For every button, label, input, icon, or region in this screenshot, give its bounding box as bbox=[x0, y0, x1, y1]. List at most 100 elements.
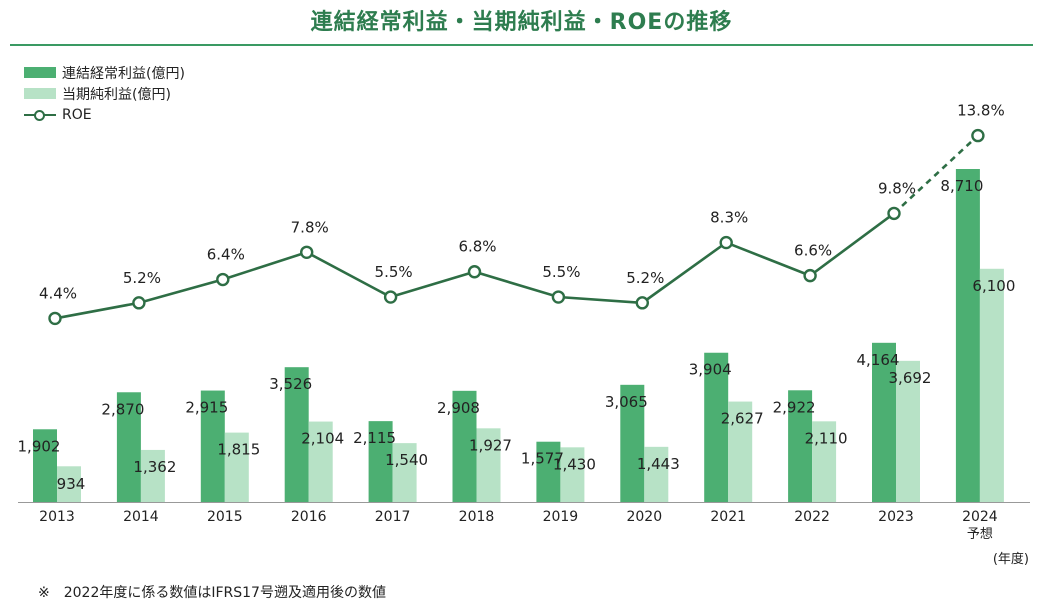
bar-net-2022 bbox=[812, 421, 837, 502]
roe-point-2016 bbox=[300, 245, 314, 259]
legend-label-roe: ROE bbox=[62, 106, 92, 123]
tick-label-2017: 2017 bbox=[375, 509, 411, 525]
bar-ordinary-2014 bbox=[116, 392, 141, 502]
bar-ordinary-2017 bbox=[368, 421, 393, 502]
data-label-net-2013: 934 bbox=[57, 475, 86, 493]
roe-point-2020 bbox=[635, 296, 649, 310]
roe-label-2018: 6.8% bbox=[458, 238, 496, 256]
data-label-ordinary-2014: 2,870 bbox=[101, 400, 144, 418]
data-label-net-2015: 1,815 bbox=[217, 441, 260, 459]
legend-item-ordinary: 連結経常利益(億円) bbox=[24, 62, 185, 83]
footnote: ※ 2022年度に係る数値はIFRS17号遡及適用後の数値 bbox=[38, 585, 386, 601]
tick-label-2024: 2024 bbox=[962, 509, 998, 525]
bar-net-2023 bbox=[896, 360, 920, 502]
data-label-ordinary-2024: 8,710 bbox=[940, 177, 983, 195]
tick-label-2022: 2022 bbox=[794, 509, 830, 525]
legend: 連結経常利益(億円) 当期純利益(億円) ROE bbox=[24, 62, 185, 125]
title-underline bbox=[10, 44, 1033, 46]
data-label-ordinary-2022: 2,922 bbox=[773, 398, 816, 416]
data-label-ordinary-2015: 2,915 bbox=[185, 399, 228, 417]
bar-net-2020 bbox=[644, 446, 669, 502]
roe-label-2016: 7.8% bbox=[291, 218, 329, 236]
data-label-net-2021: 2,627 bbox=[721, 410, 764, 428]
tick-label-2014: 2014 bbox=[123, 509, 159, 525]
bar-ordinary-2018 bbox=[452, 390, 477, 502]
roe-point-2019 bbox=[551, 290, 566, 304]
legend-item-roe: ROE bbox=[24, 104, 185, 125]
tick-sublabel-2024: 予想 bbox=[967, 526, 993, 542]
data-label-net-2019: 1,430 bbox=[553, 455, 596, 473]
tick-label-2019: 2019 bbox=[543, 509, 579, 525]
data-label-ordinary-2020: 3,065 bbox=[605, 393, 648, 411]
roe-point-2024 bbox=[971, 128, 985, 143]
legend-label-ordinary: 連結経常利益(億円) bbox=[62, 65, 185, 82]
tick-label-2016: 2016 bbox=[291, 509, 327, 525]
roe-point-2018 bbox=[467, 265, 482, 279]
tick-label-2021: 2021 bbox=[710, 509, 746, 525]
legend-item-net: 当期純利益(億円) bbox=[24, 83, 185, 104]
legend-swatch-ordinary bbox=[24, 67, 56, 78]
bar-ordinary-2022 bbox=[788, 390, 813, 502]
roe-point-2021 bbox=[719, 235, 733, 250]
roe-label-2013: 4.4% bbox=[39, 284, 77, 302]
roe-point-2014 bbox=[132, 296, 146, 310]
roe-line-forecast bbox=[893, 134, 979, 215]
bar-ordinary-2013 bbox=[33, 429, 57, 502]
bar-ordinary-2015 bbox=[200, 390, 225, 502]
data-label-net-2023: 3,692 bbox=[889, 369, 932, 387]
bar-ordinary-2016 bbox=[284, 367, 309, 502]
bar-net-2024 bbox=[979, 268, 1004, 502]
roe-label-2019: 5.5% bbox=[542, 263, 580, 281]
bar-net-2019 bbox=[560, 447, 585, 502]
roe-label-2014: 5.2% bbox=[123, 269, 161, 287]
bar-net-2021 bbox=[728, 401, 753, 502]
tick-label-2013: 2013 bbox=[39, 509, 75, 525]
data-label-net-2020: 1,443 bbox=[637, 455, 680, 473]
data-label-net-2017: 1,540 bbox=[385, 451, 428, 469]
data-label-net-2014: 1,362 bbox=[133, 458, 176, 476]
legend-line-roe bbox=[24, 108, 56, 122]
data-label-net-2022: 2,110 bbox=[805, 429, 848, 447]
bar-ordinary-2023 bbox=[872, 342, 896, 502]
chart-title: 連結経常利益・当期純利益・ROEの推移 bbox=[310, 10, 733, 35]
x-axis-unit-label: (年度) bbox=[992, 552, 1029, 567]
data-label-ordinary-2019: 1,577 bbox=[521, 450, 564, 468]
bar-net-2014 bbox=[140, 449, 165, 502]
roe-label-2021: 8.3% bbox=[710, 209, 748, 227]
data-label-net-2024: 6,100 bbox=[972, 277, 1015, 295]
roe-label-2020: 5.2% bbox=[626, 269, 664, 287]
bar-ordinary-2019 bbox=[536, 441, 561, 502]
data-label-net-2016: 2,104 bbox=[301, 430, 344, 448]
roe-point-2022 bbox=[803, 268, 817, 283]
roe-label-2015: 6.4% bbox=[207, 246, 245, 264]
roe-point-2013 bbox=[48, 311, 62, 326]
bar-ordinary-2024 bbox=[955, 169, 980, 502]
data-label-ordinary-2018: 2,908 bbox=[437, 399, 480, 417]
roe-label-2023: 9.8% bbox=[878, 179, 916, 197]
legend-swatch-net bbox=[24, 88, 56, 99]
tick-label-2020: 2020 bbox=[626, 509, 662, 525]
bar-net-2015 bbox=[224, 432, 249, 502]
tick-label-2018: 2018 bbox=[459, 509, 495, 525]
data-label-ordinary-2013: 1,902 bbox=[18, 437, 61, 455]
bar-ordinary-2021 bbox=[704, 352, 729, 502]
roe-label-2017: 5.5% bbox=[375, 263, 413, 281]
bar-ordinary-2020 bbox=[620, 384, 645, 502]
tick-label-2015: 2015 bbox=[207, 509, 243, 525]
data-label-ordinary-2021: 3,904 bbox=[689, 361, 732, 379]
roe-label-2024: 13.8% bbox=[957, 102, 1005, 120]
bar-net-2013 bbox=[57, 466, 81, 502]
data-label-net-2018: 1,927 bbox=[469, 436, 512, 454]
roe-point-2017 bbox=[383, 290, 398, 304]
bar-net-2016 bbox=[308, 421, 333, 502]
data-label-ordinary-2023: 4,164 bbox=[857, 351, 900, 369]
bar-net-2018 bbox=[476, 428, 501, 502]
roe-label-2022: 6.6% bbox=[794, 242, 832, 260]
legend-label-net: 当期純利益(億円) bbox=[62, 86, 171, 103]
bar-net-2017 bbox=[392, 443, 417, 502]
roe-point-2023 bbox=[887, 206, 901, 221]
data-label-ordinary-2017: 2,115 bbox=[353, 429, 396, 447]
roe-point-2015 bbox=[216, 272, 230, 287]
tick-label-2023: 2023 bbox=[878, 509, 914, 525]
